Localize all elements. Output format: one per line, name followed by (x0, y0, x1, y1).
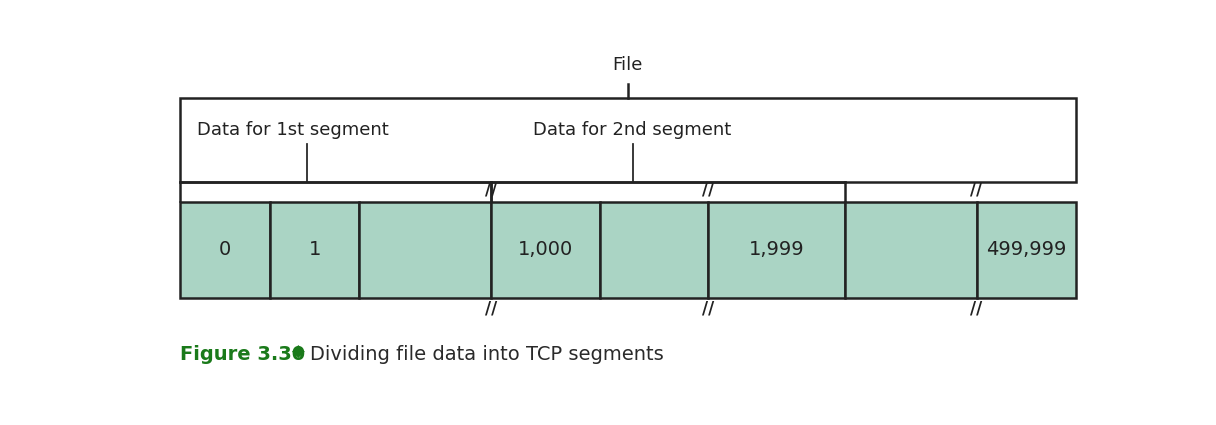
Text: Figure 3.30: Figure 3.30 (180, 345, 305, 363)
Text: 1,999: 1,999 (749, 240, 804, 259)
Text: 499,999: 499,999 (986, 240, 1066, 259)
Text: File: File (613, 56, 643, 74)
Text: Data for 2nd segment: Data for 2nd segment (534, 121, 732, 139)
Text: 1,000: 1,000 (518, 240, 573, 259)
Bar (976, 201, 1076, 298)
Text: ◆: ◆ (292, 343, 304, 361)
Text: //: // (970, 180, 983, 198)
Text: //: // (970, 300, 983, 318)
Bar (360, 201, 491, 298)
Text: //: // (485, 300, 497, 318)
Text: 1: 1 (309, 240, 321, 259)
Text: Dividing file data into TCP segments: Dividing file data into TCP segments (310, 345, 664, 363)
Bar (599, 201, 708, 298)
Text: //: // (702, 180, 714, 198)
Bar (845, 201, 976, 298)
Bar (491, 201, 599, 298)
Text: Data for 1st segment: Data for 1st segment (197, 121, 389, 139)
Text: 0: 0 (219, 240, 231, 259)
Text: //: // (485, 180, 497, 198)
Bar (708, 201, 845, 298)
Bar (180, 99, 1076, 182)
Bar (180, 201, 270, 298)
Bar (270, 201, 360, 298)
Text: //: // (702, 300, 714, 318)
